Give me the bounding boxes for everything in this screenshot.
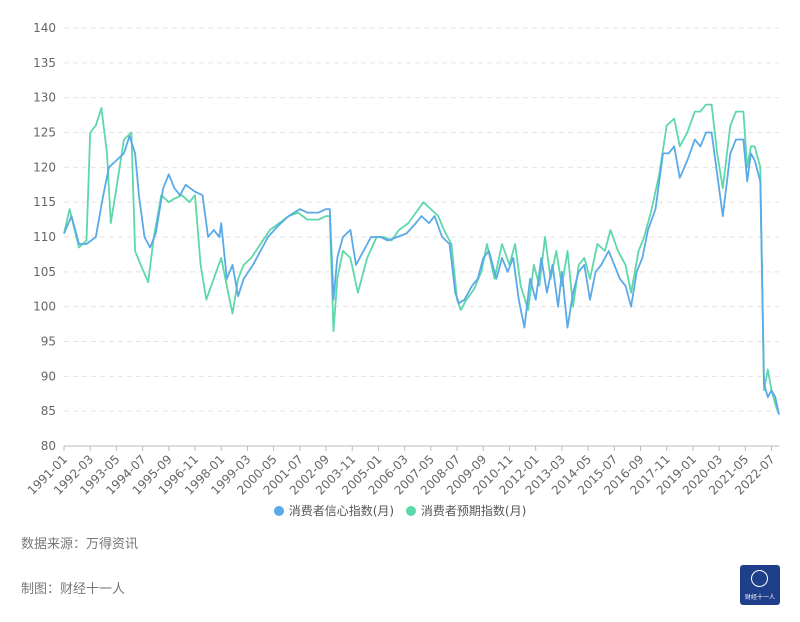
logo-text: 财经十一人 (744, 594, 775, 601)
publisher-logo: 财经十一人 (740, 565, 780, 605)
y-axis-ticks: 80 85 90 95 100 105 110 115 120 125 130 135 140 (33, 21, 56, 453)
y-tick-label: 135 (33, 56, 56, 70)
y-tick-label: 115 (33, 195, 56, 209)
y-tick-label: 140 (33, 21, 56, 35)
legend-label-confidence: 消费者信心指数(月) (288, 504, 395, 518)
legend-item-expectation[interactable]: 消费者预期指数(月) (405, 502, 527, 519)
y-tick-label: 90 (41, 369, 56, 383)
legend-label-expectation: 消费者预期指数(月) (420, 504, 527, 518)
y-tick-label: 105 (33, 265, 56, 279)
x-axis-ticks: 1991-011992-031993-051994-071995-091996-… (25, 452, 778, 497)
y-tick-label: 95 (41, 335, 56, 349)
legend: 消费者信心指数(月) 消费者预期指数(月) (0, 502, 800, 519)
grid-lines (64, 27, 779, 412)
y-tick-label: 125 (33, 126, 56, 140)
y-tick-label: 110 (33, 230, 56, 244)
series-lines (63, 103, 780, 415)
legend-item-confidence[interactable]: 消费者信心指数(月) (273, 502, 395, 519)
y-tick-label: 120 (33, 160, 56, 174)
y-tick-label: 85 (41, 404, 56, 418)
globe-icon (751, 570, 768, 587)
legend-dot-expectation (405, 505, 416, 516)
series-line-confidence (63, 131, 780, 415)
y-tick-label: 80 (41, 439, 56, 453)
series-line-expectation (63, 103, 780, 415)
y-tick-label: 130 (33, 91, 56, 105)
chart-credit: 制图：财经十一人 (21, 582, 126, 597)
line-chart: 80 85 90 95 100 105 110 115 120 125 130 135 140 1991… (25, 21, 780, 498)
x-axis (63, 445, 779, 451)
y-tick-label: 100 (33, 300, 56, 314)
data-source-note: 数据来源：万得资讯 (21, 537, 139, 552)
legend-dot-confidence (273, 505, 284, 516)
